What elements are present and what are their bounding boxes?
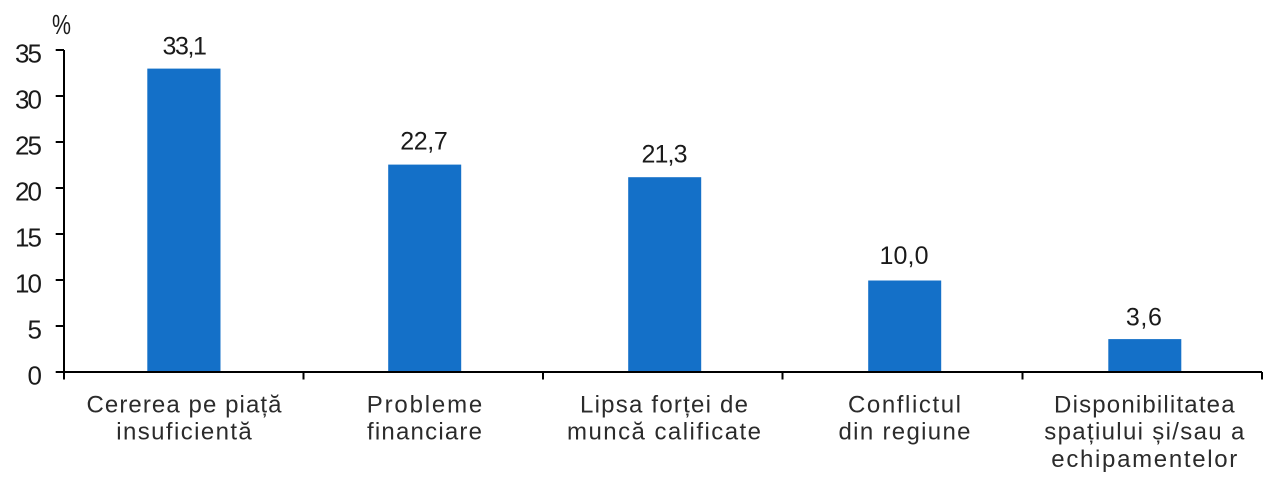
svg-text:echipamentelor: echipamentelor (1051, 446, 1237, 473)
svg-text:3,6: 3,6 (1126, 303, 1162, 331)
svg-text:35: 35 (15, 39, 42, 69)
svg-text:10,0: 10,0 (880, 242, 929, 270)
svg-text:Lipsa forței de: Lipsa forței de (580, 391, 748, 418)
svg-text:33,1: 33,1 (162, 32, 207, 60)
svg-text:insuficientă: insuficientă (116, 419, 252, 446)
svg-text:0: 0 (28, 361, 42, 391)
svg-text:%: % (52, 9, 71, 40)
svg-text:financiare: financiare (367, 419, 482, 446)
svg-text:Cererea pe piață: Cererea pe piață (87, 391, 283, 418)
svg-text:22,7: 22,7 (400, 127, 448, 155)
svg-text:Disponibilitatea: Disponibilitatea (1054, 391, 1235, 418)
svg-text:15: 15 (15, 223, 42, 253)
svg-text:Probleme: Probleme (367, 391, 483, 418)
svg-text:10: 10 (15, 269, 42, 299)
svg-text:20: 20 (15, 177, 42, 207)
svg-text:muncă calificate: muncă calificate (567, 419, 761, 446)
svg-text:Conflictul: Conflictul (848, 391, 961, 418)
svg-text:din regiune: din regiune (839, 419, 971, 446)
svg-text:5: 5 (28, 315, 42, 345)
svg-text:spațiului și/sau a: spațiului și/sau a (1044, 419, 1245, 446)
svg-text:30: 30 (15, 85, 42, 115)
svg-text:25: 25 (15, 131, 42, 161)
svg-text:21,3: 21,3 (642, 140, 688, 168)
